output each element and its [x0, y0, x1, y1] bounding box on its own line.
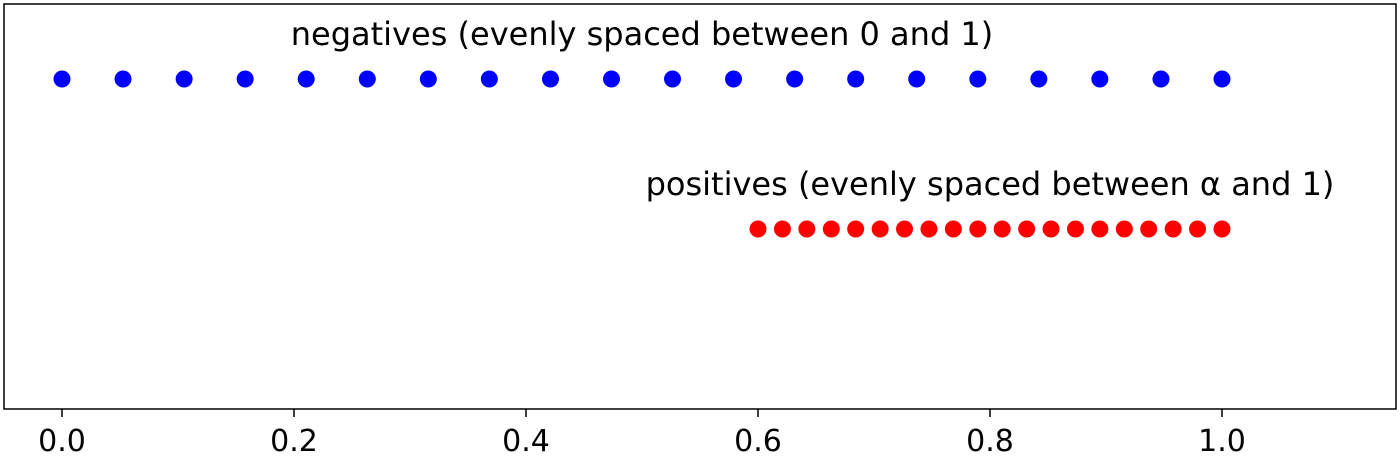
positive-point — [896, 220, 914, 238]
negative-point — [969, 70, 987, 88]
negative-point — [480, 70, 498, 88]
positives-annotation: positives (evenly spaced between α and 1… — [646, 165, 1335, 203]
negative-point — [847, 70, 865, 88]
negative-point — [1091, 70, 1109, 88]
negative-point — [175, 70, 193, 88]
positive-point — [1189, 220, 1207, 238]
x-axis: 0.0 0.2 0.4 0.6 0.8 1.0 — [38, 409, 1246, 458]
negatives-annotation: negatives (evenly spaced between 0 and 1… — [291, 15, 994, 53]
positive-point — [993, 220, 1011, 238]
x-tick-label: 1.0 — [1198, 424, 1246, 458]
negative-point — [1213, 70, 1231, 88]
negatives-series — [53, 70, 1231, 88]
data-points — [53, 70, 1231, 238]
negative-point — [664, 70, 682, 88]
positive-point — [1213, 220, 1231, 238]
annotations: negatives (evenly spaced between 0 and 1… — [291, 15, 1335, 203]
positive-point — [1140, 220, 1158, 238]
positive-point — [1091, 220, 1109, 238]
negative-point — [53, 70, 71, 88]
positive-point — [847, 220, 865, 238]
negative-point — [358, 70, 376, 88]
x-tick-label: 0.0 — [38, 424, 86, 458]
x-tick-label: 0.6 — [734, 424, 782, 458]
positive-point — [920, 220, 938, 238]
positive-point — [871, 220, 889, 238]
positive-point — [1018, 220, 1036, 238]
positive-point — [1164, 220, 1182, 238]
negative-point — [297, 70, 315, 88]
positive-point — [944, 220, 962, 238]
positive-point — [1066, 220, 1084, 238]
negative-point — [908, 70, 926, 88]
negative-point — [236, 70, 254, 88]
negative-point — [419, 70, 437, 88]
negative-point — [541, 70, 559, 88]
negative-point — [725, 70, 743, 88]
positive-point — [1115, 220, 1133, 238]
negative-point — [602, 70, 620, 88]
negative-point — [1152, 70, 1170, 88]
negative-point — [1030, 70, 1048, 88]
positive-point — [1042, 220, 1060, 238]
positive-point — [749, 220, 767, 238]
x-tick-label: 0.2 — [270, 424, 318, 458]
positives-series — [749, 220, 1231, 238]
negative-point — [786, 70, 804, 88]
positive-point — [822, 220, 840, 238]
positive-point — [773, 220, 791, 238]
positive-point — [798, 220, 816, 238]
negative-point — [114, 70, 132, 88]
x-tick-label: 0.8 — [966, 424, 1014, 458]
plot-frame — [3, 3, 1397, 410]
x-tick-label: 0.4 — [502, 424, 550, 458]
positive-point — [969, 220, 987, 238]
